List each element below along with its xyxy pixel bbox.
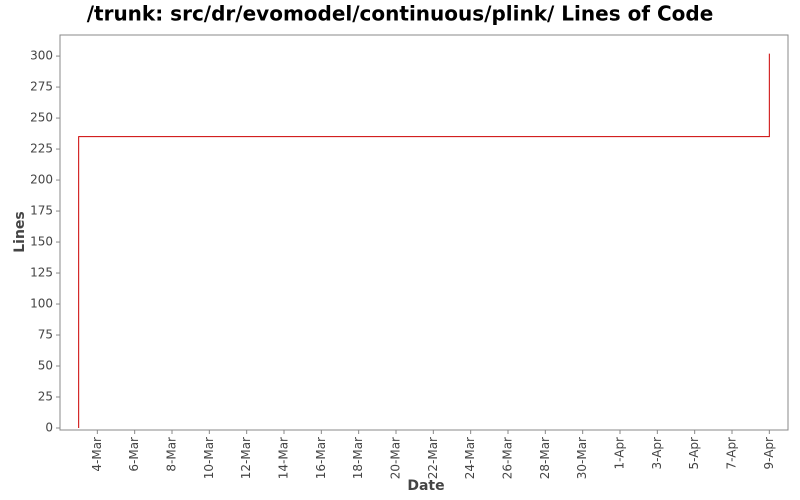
x-tick-label: 4-Mar [90, 437, 104, 472]
x-tick-label: 7-Apr [725, 437, 739, 470]
y-tick-label: 275 [30, 80, 53, 94]
y-tick-label: 225 [30, 142, 53, 156]
x-tick-label: 12-Mar [239, 437, 253, 479]
y-axis-title: Lines [12, 211, 28, 253]
x-tick-label: 28-Mar [538, 437, 552, 479]
x-tick-label: 22-Mar [426, 437, 440, 479]
x-tick-label: 30-Mar [575, 437, 589, 479]
x-tick-label: 26-Mar [501, 437, 515, 479]
x-tick-label: 16-Mar [314, 437, 328, 479]
y-tick-label: 75 [38, 328, 53, 342]
y-tick-label: 25 [38, 390, 53, 404]
y-tick-label: 175 [30, 204, 53, 218]
y-tick-label: 200 [30, 173, 53, 187]
x-tick-label: 14-Mar [277, 437, 291, 479]
x-axis-title: Date [407, 478, 444, 494]
x-tick-label: 20-Mar [389, 437, 403, 479]
x-tick-label: 6-Mar [127, 437, 141, 472]
y-tick-label: 300 [30, 49, 53, 63]
x-tick-label: 3-Apr [650, 437, 664, 470]
y-tick-label: 50 [38, 359, 53, 373]
y-tick-label: 100 [30, 297, 53, 311]
x-tick-label: 18-Mar [351, 437, 365, 479]
x-tick-label: 24-Mar [463, 437, 477, 479]
x-tick-label: 10-Mar [202, 437, 216, 479]
chart-title: /trunk: src/dr/evomodel/continuous/plink… [87, 2, 714, 26]
y-tick-label: 250 [30, 111, 53, 125]
data-line [78, 53, 770, 428]
y-tick-label: 150 [30, 235, 53, 249]
x-tick-label: 1-Apr [613, 437, 627, 470]
y-tick-label: 0 [45, 421, 53, 435]
plot-area [59, 34, 789, 431]
x-tick-label: 8-Mar [165, 437, 179, 472]
x-tick-label: 9-Apr [762, 437, 776, 470]
x-tick-label: 5-Apr [687, 437, 701, 470]
y-tick-label: 125 [30, 266, 53, 280]
